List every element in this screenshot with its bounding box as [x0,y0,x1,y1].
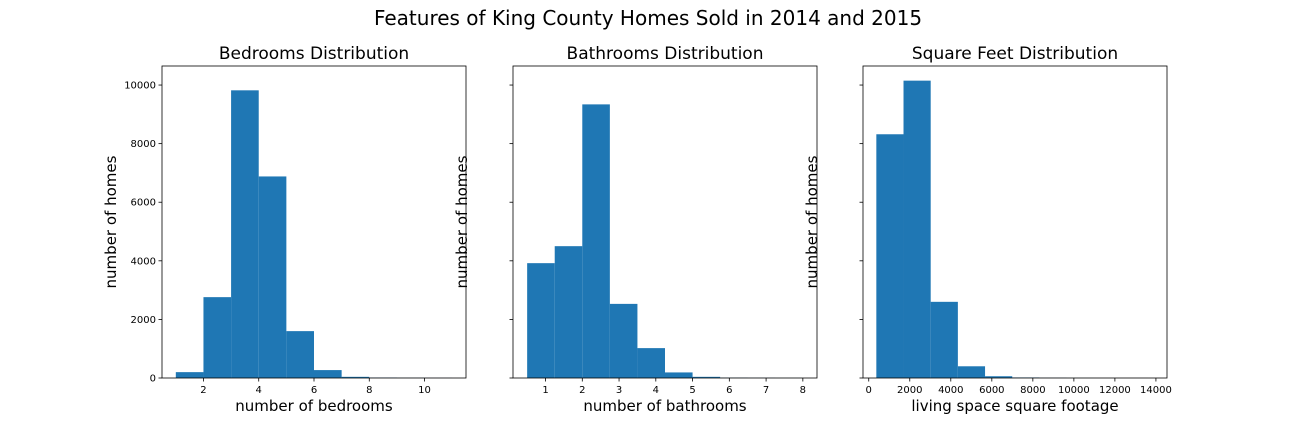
histogram-bar [876,134,904,378]
x-tick-label: 6 [311,385,317,396]
histogram-bar [957,366,986,378]
histogram-bar [341,376,370,378]
y-axis-label: number of homes [453,155,471,288]
histogram-bar [665,372,693,378]
histogram-bar [985,376,1013,378]
histogram-bar [582,104,610,378]
y-tick-label: 0 [150,374,156,385]
x-tick-label: 0 [866,385,872,396]
y-tick-label: 4000 [131,256,156,267]
histogram-bar [286,331,314,378]
y-axis-label: number of homes [102,155,120,288]
x-tick-label: 1 [542,385,548,396]
subplot-title: Bedrooms Distribution [219,44,409,64]
histogram-bar [527,263,555,378]
x-tick-label: 4000 [938,385,963,396]
axes-frame [512,65,818,379]
y-tick-label: 10000 [124,81,156,92]
histogram-bar [231,90,259,378]
x-tick-label: 10000 [1058,385,1090,396]
x-tick-label: 8 [366,385,372,396]
histogram-bar [554,246,583,378]
histogram-bar [175,372,204,378]
x-tick-label: 4 [653,385,659,396]
x-tick-label: 12000 [1099,385,1131,396]
x-tick-label: 10 [418,385,431,396]
x-tick-label: 8000 [1020,385,1045,396]
x-tick-label: 6000 [979,385,1004,396]
x-axis-label: number of bathrooms [583,397,746,415]
histogram-bar [930,301,958,378]
histogram-bar [637,348,665,378]
x-tick-label: 14000 [1140,385,1172,396]
y-tick-label: 2000 [131,315,156,326]
subplot-title: Bathrooms Distribution [567,44,764,64]
subplot-2: 1 2 3 4 5 6 7 8 Bathrooms Distribution number of … [453,44,818,415]
figure-title: Features of King County Homes Sold in 20… [374,6,922,30]
x-tick-label: 4 [256,385,262,396]
histogram-bar [258,176,287,378]
y-tick-label: 8000 [131,139,156,150]
subplot-1: 2 4 6 8 10 0 2000 4000 6000 8000 10000 Bedrooms Dis… [102,44,467,415]
subplot-3: 0 2000 4000 6000 8000 10000 12000 14000 Square F… [803,44,1172,415]
x-tick-label: 8 [800,385,806,396]
x-tick-label: 2 [200,385,206,396]
x-axis-label: living space square footage [911,397,1118,415]
x-tick-label: 5 [689,385,695,396]
x-tick-label: 3 [616,385,622,396]
x-tick-label: 2000 [897,385,922,396]
x-tick-label: 7 [763,385,769,396]
axes-frame [862,65,1168,379]
x-axis-label: number of bedrooms [235,397,393,415]
x-tick-label: 2 [579,385,585,396]
subplot-title: Square Feet Distribution [912,44,1118,64]
histogram-bar [203,297,232,378]
histogram-bar [314,370,342,378]
histogram-bar [609,303,638,378]
histogram-bar [692,376,721,378]
histogram-bar [903,80,931,378]
y-axis-label: number of homes [803,155,821,288]
x-tick-label: 6 [726,385,732,396]
y-tick-label: 6000 [131,198,156,209]
